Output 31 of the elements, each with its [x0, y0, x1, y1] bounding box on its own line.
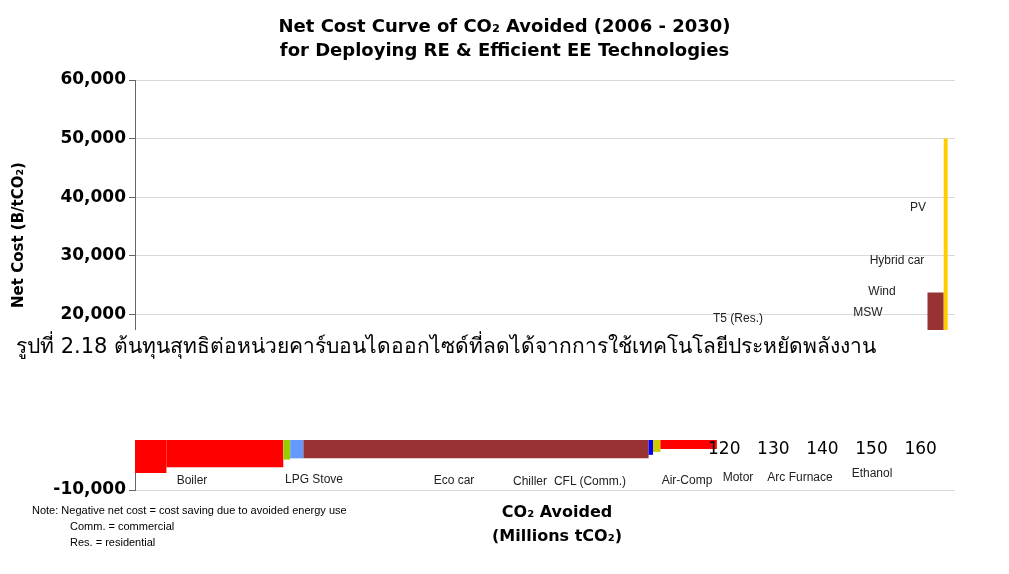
y-tick-label: -10,000 [53, 478, 127, 499]
annotation: PV [909, 200, 927, 214]
annotation: Arc Furnace [767, 470, 833, 484]
x-axis-title: CO₂ Avoided (Millions tCO₂) [492, 501, 622, 547]
y-tick-label: 30,000 [60, 244, 127, 265]
annotation: Wind [868, 284, 896, 298]
x-tick-label: 130 [757, 438, 790, 459]
annotation: Boiler [176, 473, 208, 487]
text: Res. = residential [69, 535, 157, 550]
annotation: LPG Stove [284, 472, 344, 486]
annotation: Eco car [433, 473, 475, 487]
annotation: Motor [722, 470, 754, 484]
y-tick-label: 50,000 [60, 126, 127, 147]
y-tick-label: 40,000 [60, 185, 127, 206]
annotation: T5 (Res.) [712, 311, 764, 325]
annotation: CFL (Comm.) [553, 474, 627, 488]
annotation: MSW [853, 305, 883, 319]
text: Note: Negative net cost = cost saving due to avoided energy use [32, 503, 347, 518]
y-tick-label: 20,000 [60, 302, 127, 323]
annotation: Chiller [512, 474, 548, 488]
annotation: Air-Comp [661, 473, 713, 487]
annotation: Hybrid car [869, 253, 925, 267]
annotation: Ethanol [851, 466, 893, 480]
y-axis-title: Net Cost (B/tCO₂) [9, 162, 27, 308]
x-tick-label: 160 [904, 438, 937, 459]
x-tick-label: 120 [707, 438, 741, 459]
x-tick-label: 150 [855, 438, 888, 459]
y-tick-label: 60,000 [60, 68, 127, 89]
chart-title: Net Cost Curve of CO₂ Avoided (2006 - 2030) for Deploying RE & Efficient EE Technologies [277, 14, 732, 62]
text: Comm. = commercial [69, 519, 176, 534]
x-tick-label: 140 [806, 438, 839, 459]
